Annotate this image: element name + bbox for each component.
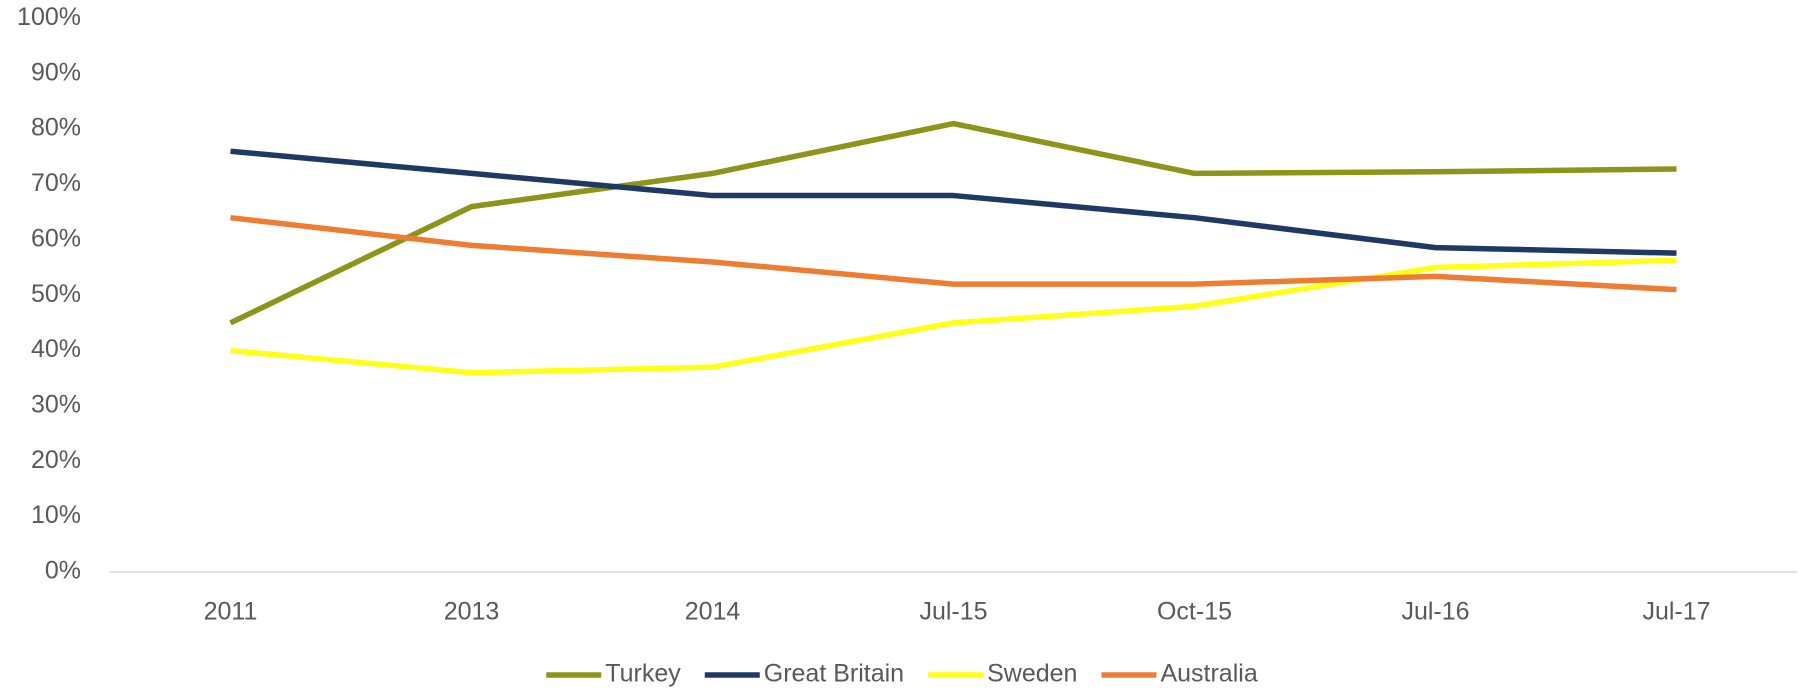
series-line: [230, 257, 1677, 376]
y-tick-label: 20%: [31, 446, 81, 474]
x-tick-label: Jul-16: [1401, 598, 1469, 626]
series-line: [230, 214, 1677, 293]
series-line: [230, 148, 1677, 256]
y-tick-label: 60%: [31, 224, 81, 252]
y-tick-label: 70%: [31, 169, 81, 197]
series-line: [229, 120, 1677, 326]
x-tick-label: 2014: [685, 598, 741, 626]
y-tick-label: 0%: [45, 557, 81, 585]
x-tick-label: Jul-17: [1642, 598, 1710, 626]
y-tick-label: 50%: [31, 280, 81, 308]
y-tick-label: 90%: [31, 58, 81, 86]
x-tick-label: 2013: [444, 598, 500, 626]
y-tick-label: 10%: [31, 501, 81, 529]
x-tick-label: 2011: [204, 598, 258, 626]
y-tick-label: 40%: [31, 335, 81, 363]
legend-label: Great Britain: [764, 660, 904, 688]
y-tick-label: 100%: [17, 3, 81, 31]
x-tick-label: Jul-15: [919, 598, 987, 626]
y-tick-label: 80%: [31, 114, 81, 142]
y-tick-label: 30%: [31, 391, 81, 419]
legend-label: Sweden: [987, 660, 1077, 688]
legend-label: Turkey: [605, 660, 681, 688]
x-tick-label: Oct-15: [1157, 598, 1232, 626]
legend-label: Australia: [1160, 660, 1257, 688]
